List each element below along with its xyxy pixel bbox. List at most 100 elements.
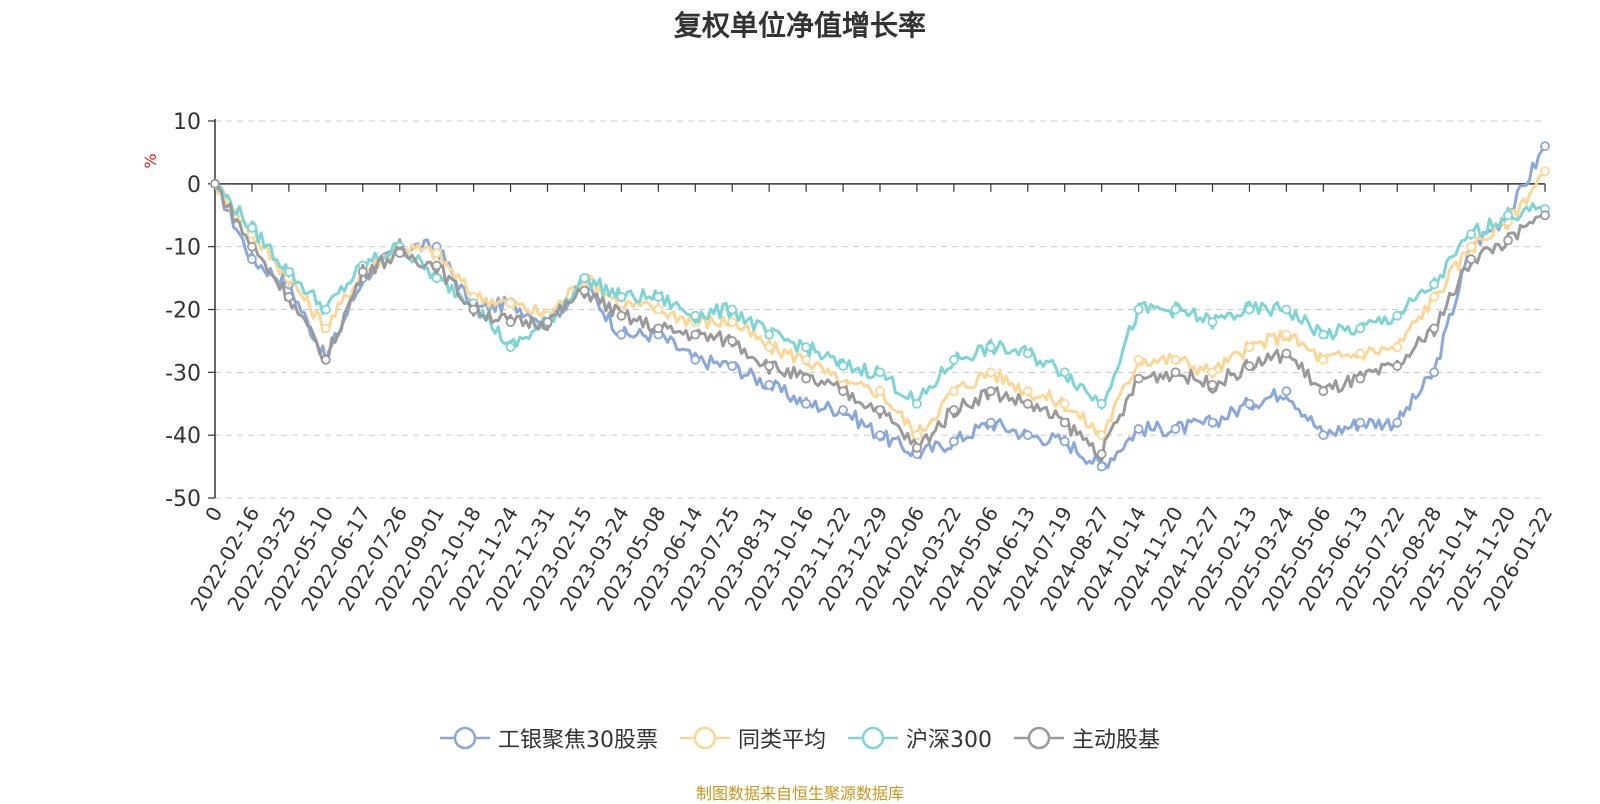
data-point [985,342,996,353]
data-point [431,260,442,271]
data-point [1244,361,1255,371]
data-point [912,398,922,409]
data-point [1096,449,1107,459]
data-point [320,304,331,315]
data-point [1392,310,1403,321]
data-point [875,430,885,441]
data-point [838,386,848,397]
data-point [283,266,294,277]
data-point [1318,430,1329,441]
data-point [431,273,442,283]
data-point [1392,361,1403,371]
data-point [210,178,220,189]
series-line-3 [213,182,1546,463]
data-point [1281,329,1292,340]
legend-label: 同类平均 [737,728,826,753]
data-point [1281,386,1292,397]
data-point [764,329,775,340]
data-point [727,336,738,346]
data-point [1059,367,1070,378]
data-point [1503,210,1513,221]
data-point [1244,342,1255,353]
data-point [320,323,331,334]
data-point [1355,323,1366,334]
y-tick-label: -30 [165,361,201,386]
data-point [875,405,885,415]
data-point [948,405,959,415]
data-point [1429,279,1440,290]
legend-item-1[interactable]: 同类平均 [679,722,826,754]
data-point [1540,166,1550,177]
data-point [1392,417,1403,428]
data-point [1281,348,1292,359]
data-point [1466,254,1477,265]
data-point [357,266,368,277]
data-point [727,317,738,327]
data-point [838,361,848,371]
chart-title: 复权单位净值增长率 [673,9,926,42]
data-point [1207,417,1218,428]
data-point [727,304,738,315]
data-point [468,304,479,315]
data-point [764,379,775,390]
data-point [1392,342,1403,353]
series-line-0 [214,145,1547,470]
data-point [1466,229,1477,240]
data-point [1355,373,1366,384]
legend-label: 沪深300 [906,728,992,753]
data-point [875,386,885,397]
data-point [505,342,516,353]
data-point [616,329,627,340]
data-point [394,248,405,258]
data-point [505,317,516,327]
data-point [1059,436,1070,447]
data-point [616,310,627,321]
data-point [801,398,812,409]
legend-item-3[interactable]: 主动股基 [1014,722,1160,754]
data-point [505,298,516,309]
source-note: 制图数据来自恒生聚源数据库 [695,784,904,803]
data-point [1318,354,1329,365]
legend-marker-icon [439,726,490,750]
data-point [247,222,257,233]
legend-marker-icon [679,726,730,750]
data-point [247,254,257,265]
x-tick-label: 0 [200,503,227,526]
data-point [579,285,590,296]
data-point [1429,367,1440,378]
legend-item-0[interactable]: 工银聚焦30股票 [439,722,658,754]
data-point [912,430,922,441]
data-point [1429,323,1440,334]
legend-marker-icon [848,726,898,750]
data-point [912,442,922,453]
data-point [1318,329,1329,340]
data-point [690,310,701,321]
data-point [1540,210,1550,221]
data-point [801,373,812,384]
data-point [1096,461,1107,472]
data-point [283,292,294,302]
data-point [1429,292,1440,302]
data-point [1170,423,1181,434]
data-point [948,436,959,447]
data-point [1133,354,1144,365]
data-point [1355,417,1366,428]
data-point [616,292,627,302]
series-line-1 [213,170,1546,440]
data-point [1059,417,1070,428]
data-point [801,342,812,353]
data-point [838,405,848,415]
legend-item-2[interactable]: 沪深300 [848,722,992,754]
data-point [653,323,664,334]
y-tick-label: -10 [165,236,201,261]
legend: 工银聚焦30股票 同类平均 沪深300 主动股基 [0,722,1600,754]
data-point [542,317,553,327]
data-point [1022,430,1033,441]
data-point [690,329,701,340]
data-point [690,354,701,365]
data-point [653,292,664,302]
data-point [320,354,331,365]
y-tick-label: -40 [165,424,201,449]
data-point [247,241,257,252]
data-point [1096,430,1107,441]
